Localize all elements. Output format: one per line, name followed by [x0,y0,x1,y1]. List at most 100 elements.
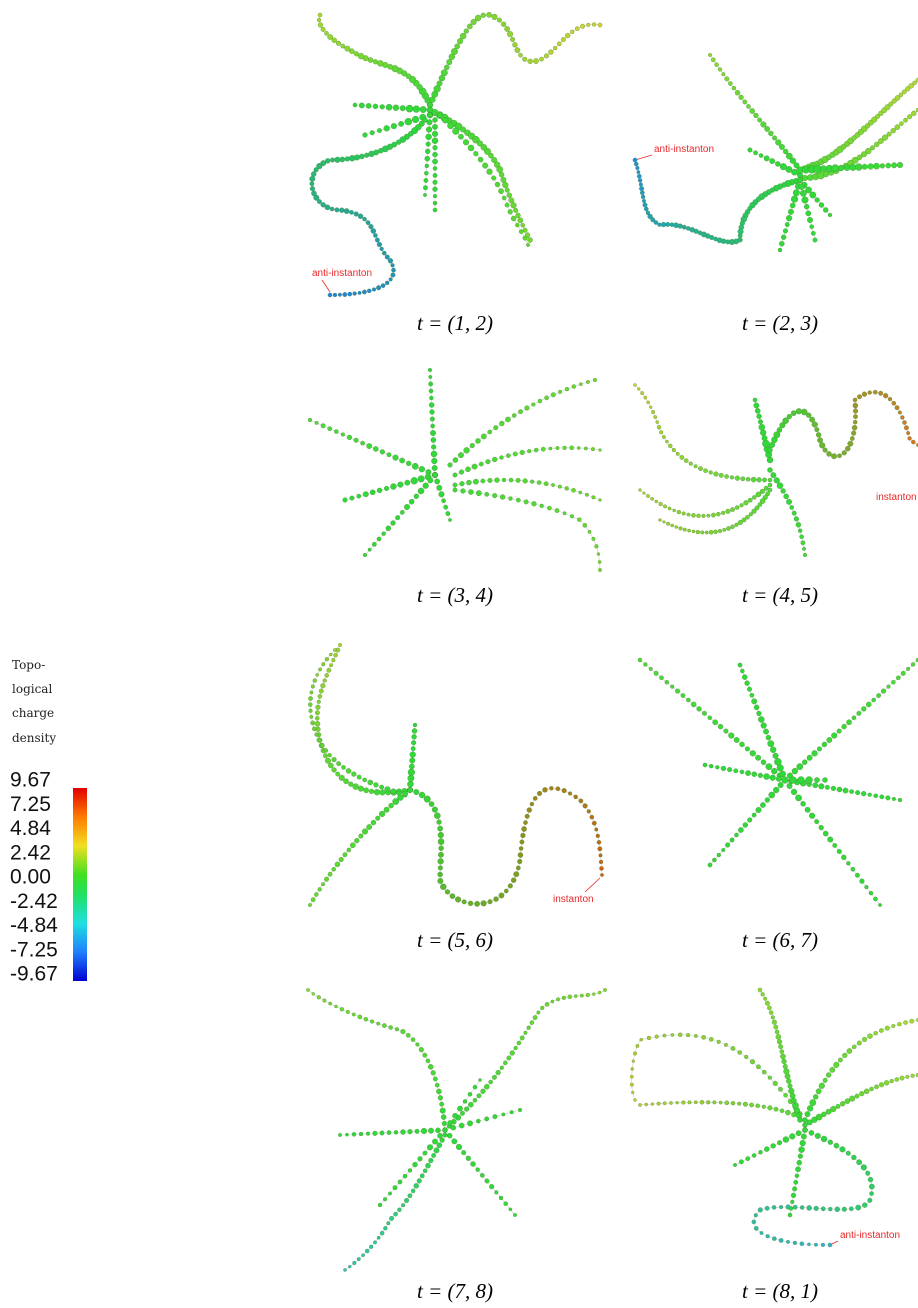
flux-dot [767,1105,773,1111]
flux-tube-path [444,1109,521,1131]
flux-dot [856,154,863,161]
flux-dot [665,222,671,227]
flux-dot [371,541,377,547]
flux-dot [335,771,341,777]
flux-dot [597,22,603,28]
flux-dot [338,643,342,647]
flux-dot [878,138,884,144]
flux-dot [767,487,773,493]
flux-dot [357,52,365,60]
flux-dot [909,1018,915,1024]
flux-dot [550,392,556,398]
flux-dot [348,1265,352,1269]
flux-dot [760,429,767,436]
flux-dot [819,442,826,449]
flux-dot [788,1087,795,1095]
flux-dot [317,12,323,18]
flux-dot [814,1132,821,1139]
flux-dot [782,417,789,424]
flux-dot [829,1067,836,1073]
flux-dot [510,37,515,42]
flux-dot [484,492,490,497]
flux-dot [756,477,762,483]
annotation: instanton [553,894,594,905]
flux-dot [430,430,436,436]
flux-dot [452,482,458,488]
flux-dot [598,498,602,502]
flux-dot [412,722,418,728]
flux-dot [678,1032,683,1037]
flux-dot [366,443,373,449]
flux-dot [826,451,832,457]
flux-dot [317,199,322,204]
flux-dot [315,673,319,677]
flux-dot [480,12,486,18]
flux-dot [757,419,763,425]
flux-dot [429,416,435,422]
flux-dot [747,497,753,503]
flux-dot [731,86,737,91]
annotation: anti-instanton [654,144,714,155]
flux-dot [313,167,319,173]
flux-dot [357,213,364,219]
flux-dot [487,429,493,435]
flux-dot [544,1002,550,1007]
flux-dot [462,139,470,146]
flux-dot [786,1239,790,1244]
flux-dot [308,903,312,907]
flux-dot [783,493,789,500]
flux-dot [458,1122,465,1129]
flux-dot [733,737,740,743]
flux-dot [749,1059,756,1065]
flux-dot [430,437,437,443]
flux-dot [843,164,851,171]
flux-dot [785,1204,791,1210]
flux-dot [352,783,359,790]
flux-dot [402,1173,408,1179]
flux-dot [440,69,448,77]
caption: t = (6, 7) [742,928,818,952]
flux-dot [910,1073,915,1078]
colorbar-ticks: 9.677.254.842.420.00-2.42-4.84-7.25-9.67 [10,769,58,986]
colorbar-gradient [73,788,87,981]
flux-dot [413,1183,419,1189]
flux-dot [653,220,659,225]
flux-dot [356,493,362,499]
flux-dot [374,237,380,243]
flux-dot [738,94,744,100]
flux-dot [498,171,505,178]
flux-dot [475,438,481,444]
flux-dot [446,1132,453,1139]
flux-dot [638,488,642,492]
flux-dot [734,522,739,527]
flux-dot [574,994,578,998]
flux-dot [315,716,320,721]
flux-dot [912,80,917,86]
flux-dot [392,798,400,805]
flux-dot [789,157,797,164]
caption: t = (3, 4) [417,583,493,607]
flux-dot [351,1012,356,1017]
flux-dot [475,1167,480,1172]
flux-dot [322,678,327,683]
flux-dot [784,222,790,227]
flux-dot [342,497,348,503]
flux-dot [730,524,735,529]
flux-dot [451,1138,458,1145]
flux-dot [571,488,576,493]
flux-dot [308,702,313,707]
flux-dot [472,136,480,144]
flux-dot [411,740,417,746]
colorbar-tick-label: 9.67 [10,769,51,792]
flux-dot [369,1244,374,1249]
flux-dot [640,391,645,396]
flux-dot [364,152,370,158]
flux-dot [379,784,385,790]
flux-dot [768,791,776,799]
flux-dot [653,670,659,676]
flux-dot [351,771,357,777]
flux-dot [874,1084,879,1090]
flux-dot [828,1206,833,1212]
flux-dot [356,774,362,780]
flux-dot [790,410,797,416]
